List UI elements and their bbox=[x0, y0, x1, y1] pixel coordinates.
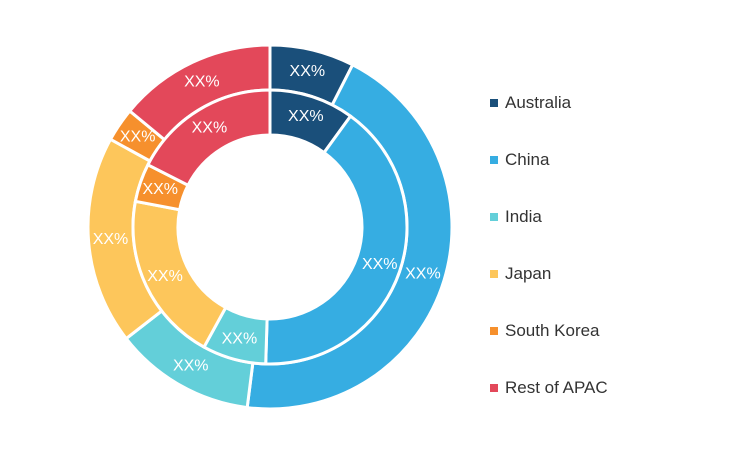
inner-ring-label-china: XX% bbox=[362, 256, 398, 273]
legend-swatch-south-korea bbox=[490, 326, 498, 335]
legend-label-south-korea: South Korea bbox=[505, 320, 600, 340]
outer-ring-label-rest-of-apac: XX% bbox=[184, 74, 220, 91]
legend-swatch-australia bbox=[490, 98, 498, 107]
legend-label-rest-of-apac: Rest of APAC bbox=[505, 377, 608, 397]
legend-item-south-korea: South Korea bbox=[490, 302, 608, 359]
legend-swatch-rest-of-apac bbox=[490, 383, 498, 392]
inner-ring-label-south-korea: XX% bbox=[142, 181, 178, 198]
inner-ring-label-japan: XX% bbox=[147, 268, 183, 285]
chart-legend: Australia China India Japan South Korea Rest … bbox=[490, 74, 608, 416]
outer-ring-label-south-korea: XX% bbox=[120, 129, 156, 146]
legend-swatch-japan bbox=[490, 269, 498, 278]
legend-label-india: India bbox=[505, 206, 542, 226]
legend-label-australia: Australia bbox=[505, 92, 572, 112]
legend-label-japan: Japan bbox=[505, 263, 552, 283]
legend-item-rest-of-apac: Rest of APAC bbox=[490, 359, 608, 416]
inner-ring-slice-china bbox=[264, 114, 409, 366]
legend-item-china: China bbox=[490, 131, 608, 188]
legend-item-india: India bbox=[490, 188, 608, 245]
legend-swatch-india bbox=[490, 212, 498, 221]
inner-ring-label-rest-of-apac: XX% bbox=[192, 120, 228, 137]
outer-ring-label-japan: XX% bbox=[93, 231, 129, 248]
legend-item-japan: Japan bbox=[490, 245, 608, 302]
inner-ring-slice-rest-of-apac bbox=[145, 88, 272, 188]
legend-swatch-china bbox=[490, 155, 498, 164]
outer-ring-label-australia: XX% bbox=[290, 63, 326, 80]
inner-ring-label-india: XX% bbox=[222, 330, 258, 347]
inner-ring-label-australia: XX% bbox=[288, 108, 324, 125]
outer-ring-label-china: XX% bbox=[405, 266, 441, 283]
legend-item-australia: Australia bbox=[490, 74, 608, 131]
legend-label-china: China bbox=[505, 149, 550, 169]
outer-ring-label-india: XX% bbox=[173, 357, 209, 374]
